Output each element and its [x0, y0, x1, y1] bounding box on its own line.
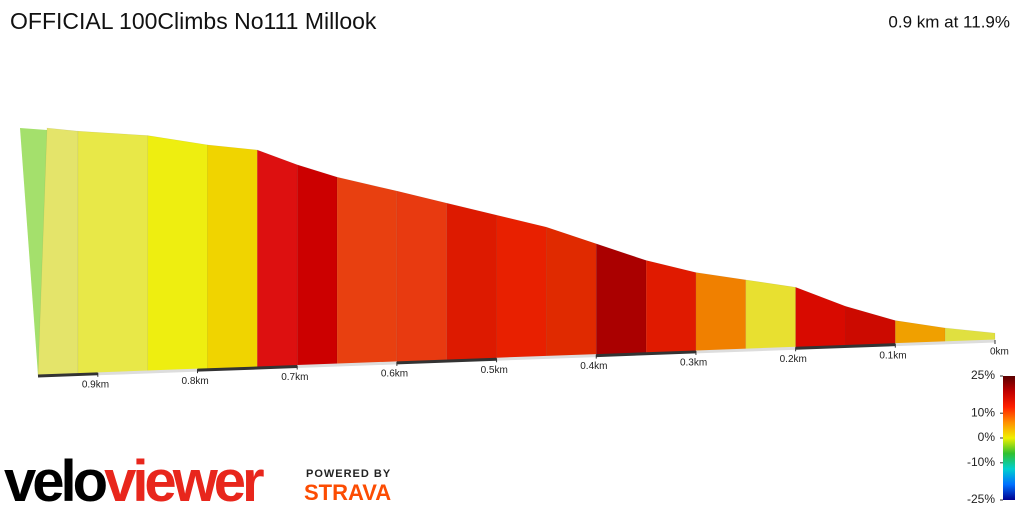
profile-segment	[257, 149, 298, 368]
chart-title: OFFICIAL 100Climbs No111 Millook	[10, 8, 377, 34]
x-tick-label: 0.8km	[182, 376, 209, 387]
logo-viewer: viewer	[104, 449, 264, 512]
x-tick-label: 0.9km	[82, 379, 109, 390]
x-tick-label: 0.1km	[879, 350, 906, 361]
profile-segment	[845, 305, 896, 346]
profile-segment	[77, 130, 148, 374]
profile-segment	[745, 279, 796, 350]
colorbar-tick-label: 0%	[978, 430, 996, 444]
profile-segment	[546, 226, 597, 357]
chart-subtitle: 0.9 km at 11.9%	[888, 12, 1010, 31]
baseline	[895, 339, 996, 347]
profile-segment	[895, 320, 946, 344]
x-tick-label: 0.3km	[680, 358, 707, 369]
profile-segment	[296, 164, 338, 366]
colorbar-tick-label: -25%	[967, 492, 995, 506]
profile-segment	[496, 214, 547, 359]
profile-segment	[336, 176, 398, 365]
profile-segment	[147, 135, 208, 372]
x-tick-label: 0.6km	[381, 369, 408, 380]
logo-velo: velo	[4, 449, 107, 512]
baseline	[396, 357, 497, 365]
x-tick-label: 0.5km	[481, 365, 508, 376]
profile-segment	[207, 144, 258, 370]
baseline	[297, 361, 397, 369]
powered-by: POWERED BY	[306, 468, 391, 480]
x-tick-label: 0.2km	[780, 354, 807, 365]
baseline	[695, 346, 796, 354]
colorbar-tick-label: -10%	[967, 455, 995, 469]
profile-segment	[695, 272, 747, 352]
baseline	[97, 368, 198, 376]
profile-segment	[645, 260, 697, 354]
baseline	[795, 343, 896, 350]
baseline	[496, 354, 597, 361]
x-tick-label: 0.7km	[281, 372, 308, 383]
baseline	[37, 372, 98, 378]
profile-segment	[446, 202, 497, 361]
profile-segment	[595, 243, 647, 355]
x-tick-label: 0.4km	[580, 361, 607, 372]
logo: veloviewer	[4, 449, 264, 512]
x-tick-label: 0km	[990, 347, 1009, 358]
strava-logo: STRAVA	[304, 480, 391, 505]
colorbar-tick-label: 25%	[971, 368, 995, 382]
colorbar-tick-label: 10%	[971, 405, 995, 419]
profile-segment	[944, 327, 996, 343]
colorbar	[1003, 376, 1015, 500]
baseline	[596, 350, 696, 358]
profile-segment	[396, 190, 448, 363]
profile-segment	[795, 286, 846, 348]
baseline	[197, 365, 298, 372]
